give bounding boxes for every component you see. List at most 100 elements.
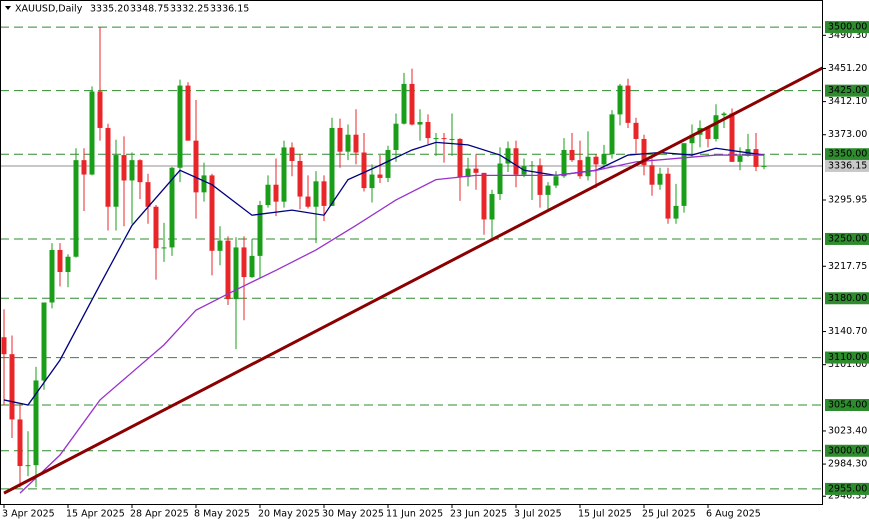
candle-body	[537, 165, 543, 195]
level-label-bg	[825, 444, 869, 457]
level-label: 3000.00	[828, 445, 867, 456]
candle-body	[57, 249, 63, 272]
candle-body	[377, 174, 383, 178]
candle-body	[145, 182, 151, 207]
level-label-bg	[825, 148, 869, 161]
candle-body	[257, 205, 263, 256]
candle-body	[305, 196, 311, 207]
candle-body	[689, 134, 695, 144]
candle-body	[473, 168, 479, 173]
candle-body	[441, 138, 447, 140]
x-tick-label: 3 Jul 2025	[514, 509, 562, 520]
candle-body	[281, 147, 287, 202]
x-tick-label: 30 May 2025	[322, 509, 384, 520]
candle-body	[449, 138, 455, 140]
candle-body	[321, 181, 327, 206]
candle-body	[401, 83, 407, 124]
candle-body	[561, 149, 567, 177]
candle-body	[1, 337, 7, 355]
candle-body	[729, 113, 735, 162]
candle-body	[17, 419, 23, 467]
candle-body	[393, 123, 399, 150]
candle-body	[481, 172, 487, 220]
y-tick-label: 3412.10	[828, 96, 867, 107]
candle-body	[673, 205, 679, 219]
candle-body	[41, 302, 47, 381]
price-axis: 3490.30 3451.20 3412.10 3373.00 3295.95 3217.…	[823, 21, 869, 502]
candle-body	[761, 165, 767, 167]
candle-body	[249, 255, 255, 278]
candle-body	[121, 155, 127, 181]
level-label: 3350.00	[828, 149, 867, 160]
candle-body	[89, 91, 95, 175]
candle-body	[721, 113, 727, 116]
candle-body	[713, 115, 719, 139]
moving-average	[19, 154, 764, 494]
candle-body	[153, 206, 159, 249]
candle-body	[417, 122, 423, 125]
candle-body	[353, 134, 359, 153]
candle-body	[65, 256, 71, 272]
y-tick-label: 3023.40	[828, 425, 867, 436]
candle-body	[569, 149, 575, 161]
menu-icon[interactable]	[5, 6, 11, 10]
candle-body	[233, 247, 239, 300]
y-tick-label: 3101.60	[828, 359, 867, 370]
y-tick-label: 3490.30	[828, 30, 867, 41]
candle-body	[409, 83, 415, 125]
level-label: 3250.00	[828, 233, 867, 244]
candle-body	[289, 147, 295, 161]
level-label: 2955.00	[828, 483, 867, 494]
level-label: 3110.00	[828, 352, 867, 363]
candle-body	[113, 155, 119, 207]
trend-line	[3, 65, 823, 495]
candle-body	[313, 181, 319, 207]
y-tick-label: 3217.75	[828, 261, 867, 272]
candle-body	[385, 149, 391, 178]
last-price-label: 3336.15	[828, 160, 867, 171]
x-tick-label: 8 May 2025	[194, 509, 250, 520]
moving-average	[3, 141, 765, 406]
x-tick-label: 28 Apr 2025	[130, 509, 189, 520]
candle-body	[297, 160, 303, 197]
level-label: 3180.00	[828, 293, 867, 304]
x-tick-label: 3 Apr 2025	[2, 509, 55, 520]
candle-body	[457, 138, 463, 178]
candle-body	[73, 160, 79, 257]
candle-body	[641, 138, 647, 166]
candle-body	[81, 160, 87, 175]
candle-body	[49, 249, 55, 303]
level-label-bg	[825, 292, 869, 305]
header-values: 3335.20 3348.75 3332.25 3336.15	[90, 4, 249, 15]
candle-body	[617, 85, 623, 115]
candle-body	[625, 85, 631, 123]
candle-body	[361, 152, 367, 189]
plot-area	[0, 26, 823, 495]
plot-border	[0, 0, 823, 505]
candle-body	[329, 127, 335, 206]
candle-body	[129, 160, 135, 181]
candle-body	[169, 167, 175, 248]
candle-body	[177, 85, 183, 168]
candle-body	[201, 175, 207, 193]
candle-body	[193, 140, 199, 193]
candle-body	[705, 127, 711, 139]
candle-body	[737, 155, 743, 162]
level-label: 3500.00	[828, 22, 867, 33]
candle-body	[217, 240, 223, 251]
candle-body	[369, 174, 375, 189]
candle-body	[529, 165, 535, 167]
candle-body	[137, 160, 143, 183]
candle-body	[665, 173, 671, 219]
header-value: 3335.20	[90, 4, 129, 15]
candle-body	[225, 240, 231, 300]
candle-body	[209, 175, 215, 251]
candle-body	[345, 134, 351, 152]
header-value: 3332.25	[170, 4, 209, 15]
candle-body	[681, 143, 687, 206]
x-tick-label: 25 Jul 2025	[642, 509, 696, 520]
candle-body	[9, 354, 15, 420]
level-label-bg	[825, 351, 869, 364]
